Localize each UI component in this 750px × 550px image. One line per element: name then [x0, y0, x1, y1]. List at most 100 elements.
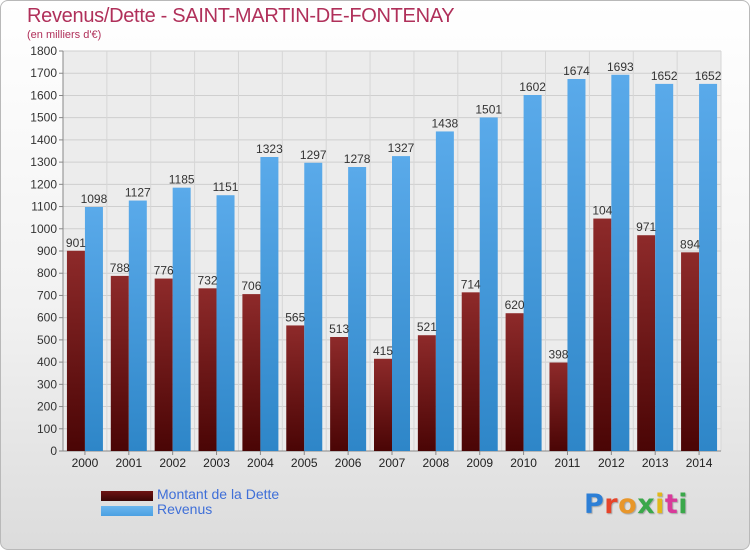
debt-value-label: 620: [505, 298, 525, 312]
revenue-value-label: 1297: [300, 148, 327, 162]
revenue-bar: [611, 74, 630, 452]
x-tick-label: 2012: [598, 456, 625, 470]
legend-label-revenue: Revenus: [157, 501, 213, 517]
y-tick-label: 600: [37, 311, 57, 325]
logo-letter: t: [664, 489, 679, 520]
debt-bar: [242, 294, 261, 451]
logo-letter: r: [604, 489, 619, 520]
debt-value-label: 901: [66, 236, 86, 250]
revenue-bar: [172, 187, 191, 451]
debt-value-label: 714: [461, 277, 481, 291]
revenue-value-label: 1278: [344, 152, 371, 166]
y-tick-label: 1100: [31, 200, 57, 214]
debt-bar: [681, 252, 700, 451]
x-tick-label: 2001: [115, 456, 142, 470]
x-tick-label: 2008: [423, 456, 450, 470]
debt-bar: [461, 292, 480, 451]
revenue-value-label: 1438: [432, 116, 459, 130]
debt-bar: [154, 278, 173, 451]
y-tick-label: 800: [37, 266, 57, 280]
revenue-value-label: 1185: [169, 173, 195, 187]
revenue-bar: [216, 195, 235, 451]
revenue-bar: [348, 167, 367, 451]
debt-value-label: 521: [417, 320, 437, 334]
legend-swatch-revenue: [101, 506, 153, 516]
debt-bar: [593, 218, 612, 451]
debt-value-label: 565: [285, 310, 305, 324]
x-tick-label: 2005: [291, 456, 318, 470]
revenue-bar: [84, 207, 103, 451]
revenue-bar: [523, 95, 542, 451]
debt-bar: [505, 313, 524, 451]
y-tick-label: 1600: [30, 88, 57, 102]
revenue-bar: [304, 162, 323, 451]
revenue-bar: [392, 156, 410, 451]
revenue-value-label: 1098: [81, 192, 108, 206]
debt-value-label: 104: [592, 204, 612, 218]
logo-letter: P: [584, 489, 605, 520]
debt-bar: [286, 325, 305, 451]
y-tick-label: 1800: [30, 44, 57, 58]
y-tick-label: 1500: [30, 111, 57, 125]
revenue-value-label: 1652: [695, 69, 722, 83]
revenue-value-label: 1501: [475, 102, 502, 116]
x-tick-label: 2013: [642, 456, 669, 470]
debt-bar: [549, 362, 568, 451]
proxiti-logo: Proxiti: [584, 489, 688, 520]
debt-value-label: 788: [110, 261, 130, 275]
debt-bar: [198, 288, 217, 451]
x-tick-label: 2010: [510, 456, 537, 470]
revenue-value-label: 1127: [125, 186, 151, 200]
revenue-value-label: 1693: [607, 60, 634, 74]
logo-letter: i: [655, 489, 665, 520]
revenue-value-label: 1323: [256, 142, 283, 156]
revenue-value-label: 1327: [388, 141, 415, 155]
debt-value-label: 894: [680, 237, 700, 251]
y-tick-label: 1700: [30, 66, 57, 80]
x-tick-label: 2006: [335, 456, 362, 470]
y-tick-label: 300: [37, 377, 57, 391]
debt-bar: [330, 337, 349, 451]
chart-title: Revenus/Dette - SAINT-MARTIN-DE-FONTENAY: [27, 5, 455, 27]
legend-swatch-debt: [101, 491, 153, 501]
debt-bar: [637, 235, 656, 451]
x-tick-label: 2007: [379, 456, 406, 470]
debt-bar: [374, 358, 392, 451]
y-tick-label: 0: [50, 444, 57, 458]
revenue-bar: [128, 200, 147, 451]
y-tick-label: 900: [37, 244, 57, 258]
revenue-bar: [479, 117, 498, 451]
debt-value-label: 415: [373, 344, 393, 358]
logo-letter: o: [618, 489, 638, 520]
y-tick-label: 1300: [30, 155, 57, 169]
x-tick-label: 2009: [466, 456, 493, 470]
chart-subtitle: (en milliers d'€): [27, 29, 102, 41]
y-tick-label: 200: [37, 400, 57, 414]
debt-bar: [110, 275, 129, 451]
debt-bar: [417, 335, 436, 451]
x-tick-label: 2003: [203, 456, 230, 470]
y-tick-label: 700: [37, 288, 57, 302]
x-tick-label: 2002: [159, 456, 186, 470]
revenue-bar: [699, 83, 718, 451]
legend-label-debt: Montant de la Dette: [157, 486, 280, 502]
y-tick-label: 1400: [30, 133, 57, 147]
revenue-value-label: 1602: [519, 80, 546, 94]
logo-letter: i: [678, 489, 689, 520]
debt-value-label: 398: [548, 348, 568, 362]
debt-bar: [66, 250, 85, 451]
x-tick-label: 2014: [686, 456, 713, 470]
revenue-bar: [567, 79, 586, 451]
revenue-bar: [655, 83, 674, 451]
x-tick-label: 2011: [555, 456, 581, 470]
y-tick-label: 400: [37, 355, 57, 369]
logo-letter: x: [637, 489, 656, 520]
revenue-bar: [435, 131, 454, 451]
debt-value-label: 971: [636, 220, 656, 234]
x-tick-label: 2000: [72, 456, 99, 470]
y-tick-label: 500: [37, 333, 57, 347]
y-tick-label: 100: [37, 422, 57, 436]
revenue-value-label: 1652: [651, 69, 678, 83]
